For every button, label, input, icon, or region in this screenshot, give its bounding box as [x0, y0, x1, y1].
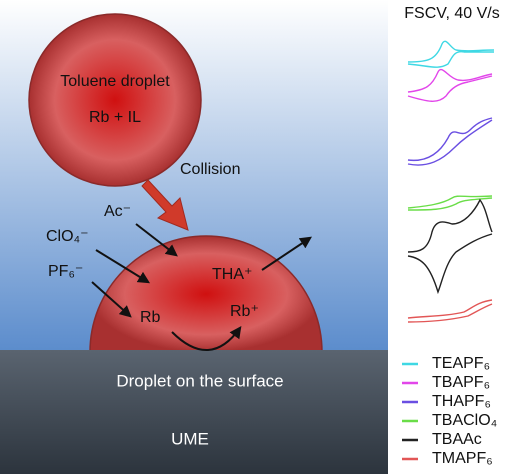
surface-droplet [89, 235, 323, 353]
cv-curve [407, 198, 493, 295]
legend-label: TBAAc [432, 431, 482, 448]
legend-label: TBAPF₆ [432, 374, 490, 391]
panel-title: FSCV, 40 V/s [404, 5, 499, 22]
electrode-label: UME [171, 429, 209, 448]
electrode [0, 350, 388, 474]
ion: THA⁺ [212, 266, 252, 283]
arrows [91, 223, 312, 351]
collision-label: Collision [180, 161, 240, 178]
legend: TEAPF₆ TBAPF₆ THAPF₆ TBAClO₄ TBAAc TMAPF₆ [402, 355, 497, 467]
legend-label: TBAClO₄ [432, 412, 497, 429]
ion: Rb [140, 309, 161, 326]
surface-label: Droplet on the surface [116, 371, 283, 390]
ion: ClO₄⁻ [46, 228, 89, 245]
cv-curve [407, 68, 493, 102]
ion: PF₆⁻ [48, 263, 83, 280]
cv-curve [407, 299, 493, 323]
legend-label: THAPF₆ [432, 393, 491, 410]
legend-label: TEAPF₆ [432, 355, 490, 372]
cv-curve [407, 40, 495, 68]
cv-curve [407, 195, 493, 211]
legend-label: TMAPF₆ [432, 450, 493, 467]
cv-curve [407, 117, 493, 166]
droplet-content: Rb + IL [89, 109, 141, 126]
ion: Rb⁺ [230, 303, 259, 320]
droplet [28, 13, 202, 187]
collision-arrow [141, 179, 189, 231]
ion: Ac⁻ [104, 203, 131, 220]
cv-curves [407, 40, 495, 323]
droplet-title: Toluene droplet [60, 73, 170, 90]
